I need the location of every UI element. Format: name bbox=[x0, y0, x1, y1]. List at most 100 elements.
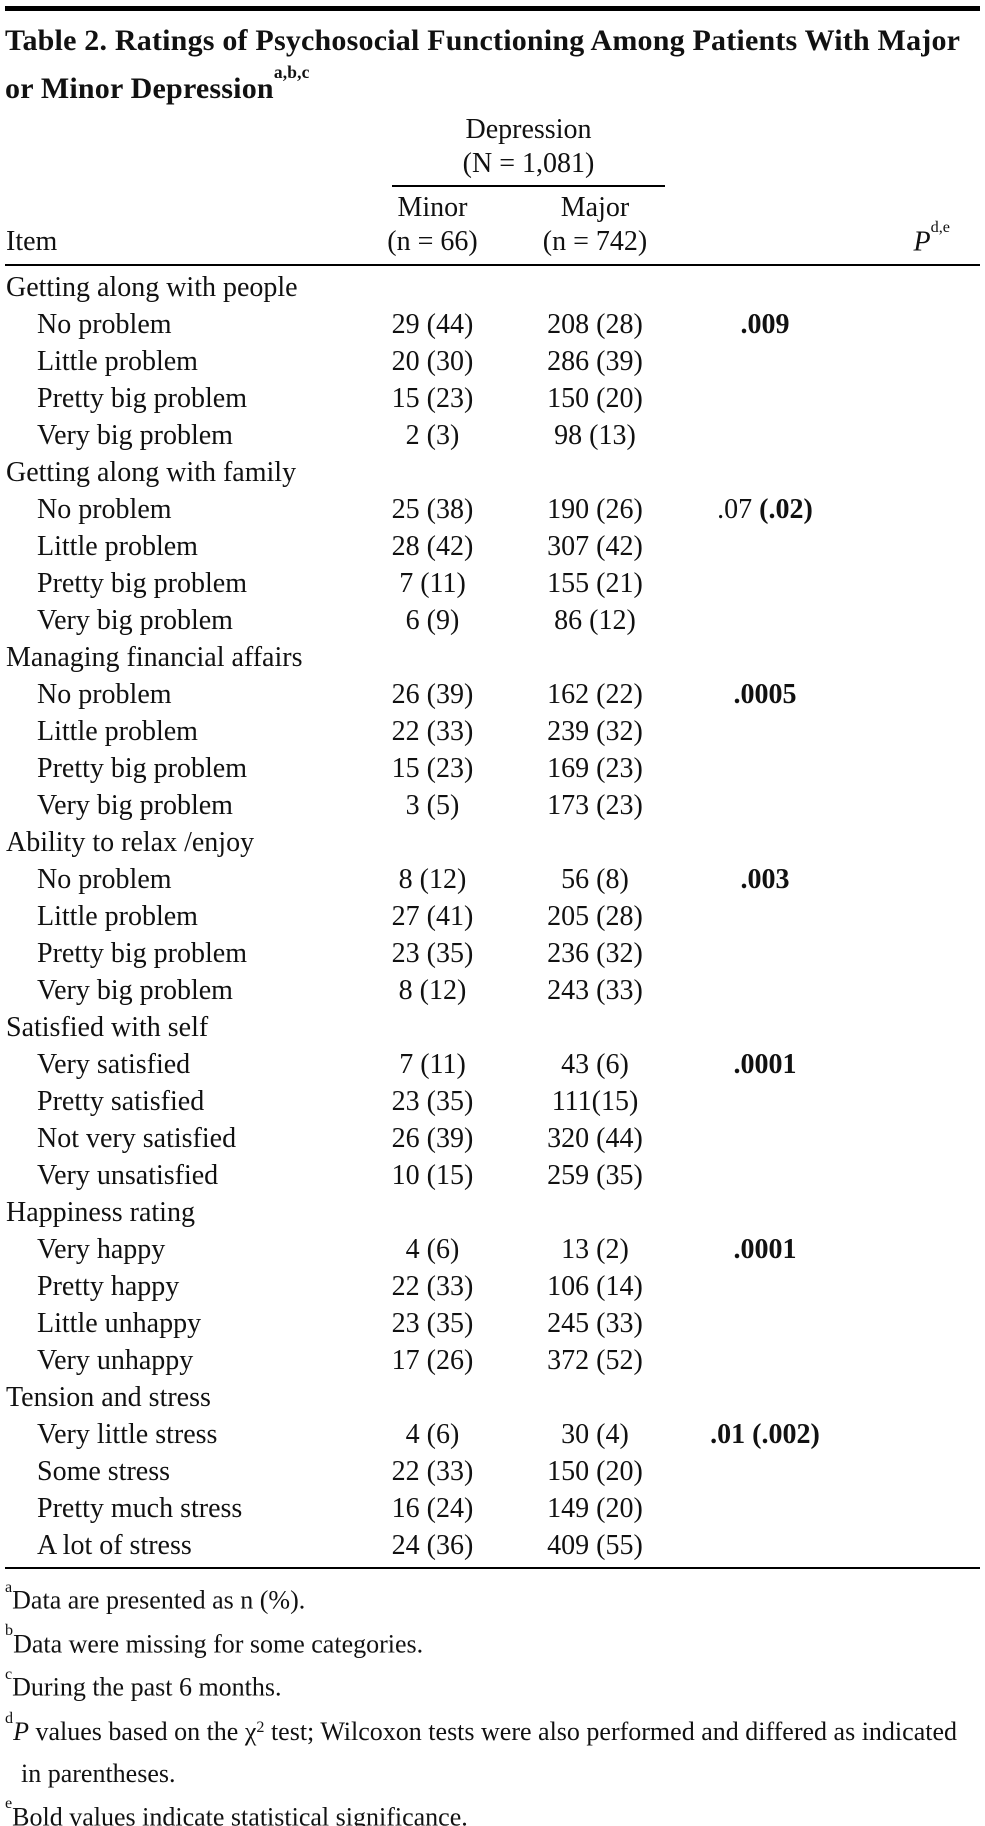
major-value: 190 (26) bbox=[547, 494, 643, 525]
table-row: A lot of stress 24 (36) 409 (55) bbox=[5, 1527, 980, 1564]
p-value bbox=[695, 1490, 985, 1527]
p-value bbox=[695, 1527, 985, 1564]
p-value bbox=[695, 417, 985, 454]
minor-value: 8 (12) bbox=[398, 864, 467, 895]
major-value: 86 (12) bbox=[554, 605, 636, 636]
row-item-label: Pretty satisfied bbox=[37, 1086, 205, 1117]
minor-value: 7 (11) bbox=[399, 568, 466, 599]
minor-n-label: (n = 66) bbox=[387, 226, 478, 257]
table-row: No problem 29 (44) 208 (28) .009 bbox=[5, 306, 980, 343]
major-value: 162 (22) bbox=[547, 679, 643, 710]
p-value bbox=[695, 1453, 985, 1490]
minor-value: 10 (15) bbox=[391, 1160, 474, 1191]
major-value: 286 (39) bbox=[547, 346, 643, 377]
p-value-bold: .0001 bbox=[733, 1234, 797, 1265]
p-value-plain: .07 bbox=[717, 494, 760, 525]
row-item-label: Pretty big problem bbox=[37, 938, 247, 969]
row-item-label: Very unsatisfied bbox=[37, 1160, 219, 1191]
table-row: Very big problem 6 (9) 86 (12) bbox=[5, 602, 980, 639]
footnote: aData are presented as n (%). bbox=[5, 1576, 980, 1620]
table-row: No problem 8 (12) 56 (8) .003 bbox=[5, 861, 980, 898]
minor-value: 2 (3) bbox=[405, 420, 460, 451]
table-row: Pretty happy 22 (33) 106 (14) bbox=[5, 1268, 980, 1305]
p-value bbox=[695, 565, 985, 602]
table-row: Pretty big problem 15 (23) 150 (20) bbox=[5, 380, 980, 417]
major-value: 409 (55) bbox=[547, 1530, 643, 1561]
group-name: Tension and stress bbox=[6, 1382, 211, 1413]
row-item-label: Very unhappy bbox=[37, 1345, 194, 1376]
group-name: Getting along with people bbox=[6, 272, 298, 303]
p-value-bold: .003 bbox=[740, 864, 790, 895]
footnote: bData were missing for some categories. bbox=[5, 1620, 980, 1664]
p-value bbox=[695, 1268, 985, 1305]
minor-value: 7 (11) bbox=[399, 1049, 466, 1080]
row-item-label: Very big problem bbox=[37, 420, 233, 451]
major-value: 307 (42) bbox=[547, 531, 643, 562]
minor-value: 26 (39) bbox=[391, 1123, 474, 1154]
column-header-item: Item bbox=[6, 226, 58, 257]
row-item-label: Pretty big problem bbox=[37, 568, 247, 599]
minor-value: 17 (26) bbox=[391, 1345, 474, 1376]
row-item-label: No problem bbox=[37, 679, 172, 710]
minor-value: 22 (33) bbox=[391, 1456, 474, 1487]
row-item-label: Little problem bbox=[37, 531, 198, 562]
row-item-label: Some stress bbox=[37, 1456, 170, 1487]
table-row: Little problem 22 (33) 239 (32) bbox=[5, 713, 980, 750]
major-value: 169 (23) bbox=[547, 753, 643, 784]
p-value bbox=[695, 1157, 985, 1194]
p-value: .07 (.02) bbox=[695, 491, 985, 528]
table-row: Little problem 28 (42) 307 (42) bbox=[5, 528, 980, 565]
major-value: 30 (4) bbox=[561, 1419, 629, 1450]
minor-value: 16 (24) bbox=[391, 1493, 474, 1524]
table-row: Very big problem 2 (3) 98 (13) bbox=[5, 417, 980, 454]
row-item-label: Pretty much stress bbox=[37, 1493, 243, 1524]
row-item-label: No problem bbox=[37, 309, 172, 340]
major-n-label: (n = 742) bbox=[542, 226, 648, 257]
footnote-mark: d bbox=[5, 1709, 14, 1727]
minor-value: 22 (33) bbox=[391, 716, 474, 747]
group-header-row: Getting along with people bbox=[5, 269, 980, 306]
minor-value: 27 (41) bbox=[391, 901, 474, 932]
minor-value: 23 (35) bbox=[391, 938, 474, 969]
minor-value: 8 (12) bbox=[398, 975, 467, 1006]
major-value: 236 (32) bbox=[547, 938, 643, 969]
major-value: 239 (32) bbox=[547, 716, 643, 747]
table-title-footnote-marks: a,b,c bbox=[273, 62, 310, 83]
row-item-label: Very satisfied bbox=[37, 1049, 191, 1080]
major-value: 243 (33) bbox=[547, 975, 643, 1006]
major-value: 150 (20) bbox=[547, 1456, 643, 1487]
footnote: cDuring the past 6 months. bbox=[5, 1663, 980, 1707]
row-item-label: No problem bbox=[37, 864, 172, 895]
major-value: 106 (14) bbox=[547, 1271, 643, 1302]
footnote-text: Bold values indicate statistical signifi… bbox=[12, 1802, 468, 1826]
major-value: 245 (33) bbox=[547, 1308, 643, 1339]
minor-value: 26 (39) bbox=[391, 679, 474, 710]
table-row: Little problem 27 (41) 205 (28) bbox=[5, 898, 980, 935]
table-row: Very little stress 4 (6) 30 (4) .01 (.00… bbox=[5, 1416, 980, 1453]
major-value: 173 (23) bbox=[547, 790, 643, 821]
row-item-label: No problem bbox=[37, 494, 172, 525]
footnote-text: During the past 6 months. bbox=[12, 1672, 282, 1702]
column-group-depression: Depression (N = 1,081) bbox=[392, 113, 665, 187]
minor-value: 15 (23) bbox=[391, 383, 474, 414]
p-value-bold: .0005 bbox=[733, 679, 797, 710]
minor-value: 25 (38) bbox=[391, 494, 474, 525]
minor-value: 29 (44) bbox=[391, 309, 474, 340]
footnote-mark: b bbox=[5, 1622, 14, 1640]
p-value: .003 bbox=[695, 861, 985, 898]
major-value: 149 (20) bbox=[547, 1493, 643, 1524]
table-row: Some stress 22 (33) 150 (20) bbox=[5, 1453, 980, 1490]
p-value bbox=[695, 528, 985, 565]
table-title-text: Table 2. Ratings of Psychosocial Functio… bbox=[5, 24, 960, 105]
table-title: Table 2. Ratings of Psychosocial Functio… bbox=[5, 21, 980, 109]
row-item-label: Not very satisfied bbox=[37, 1123, 237, 1154]
minor-value: 22 (33) bbox=[391, 1271, 474, 1302]
top-rule bbox=[5, 6, 980, 11]
footnote-text: P values based on the χ2 test; Wilcoxon … bbox=[13, 1716, 957, 1788]
table-row: Pretty big problem 15 (23) 169 (23) bbox=[5, 750, 980, 787]
group-header-row: Ability to relax /enjoy bbox=[5, 824, 980, 861]
table-row: Very big problem 3 (5) 173 (23) bbox=[5, 787, 980, 824]
depression-n-label: (N = 1,081) bbox=[462, 148, 595, 179]
footnote-mark: a bbox=[5, 1578, 13, 1596]
